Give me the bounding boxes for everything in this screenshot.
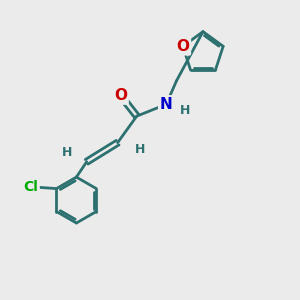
Text: H: H — [62, 146, 73, 159]
Text: H: H — [134, 143, 145, 157]
Text: N: N — [160, 97, 172, 112]
Text: Cl: Cl — [23, 180, 38, 194]
Text: O: O — [114, 88, 127, 103]
Text: O: O — [176, 39, 189, 54]
Text: H: H — [180, 104, 190, 117]
